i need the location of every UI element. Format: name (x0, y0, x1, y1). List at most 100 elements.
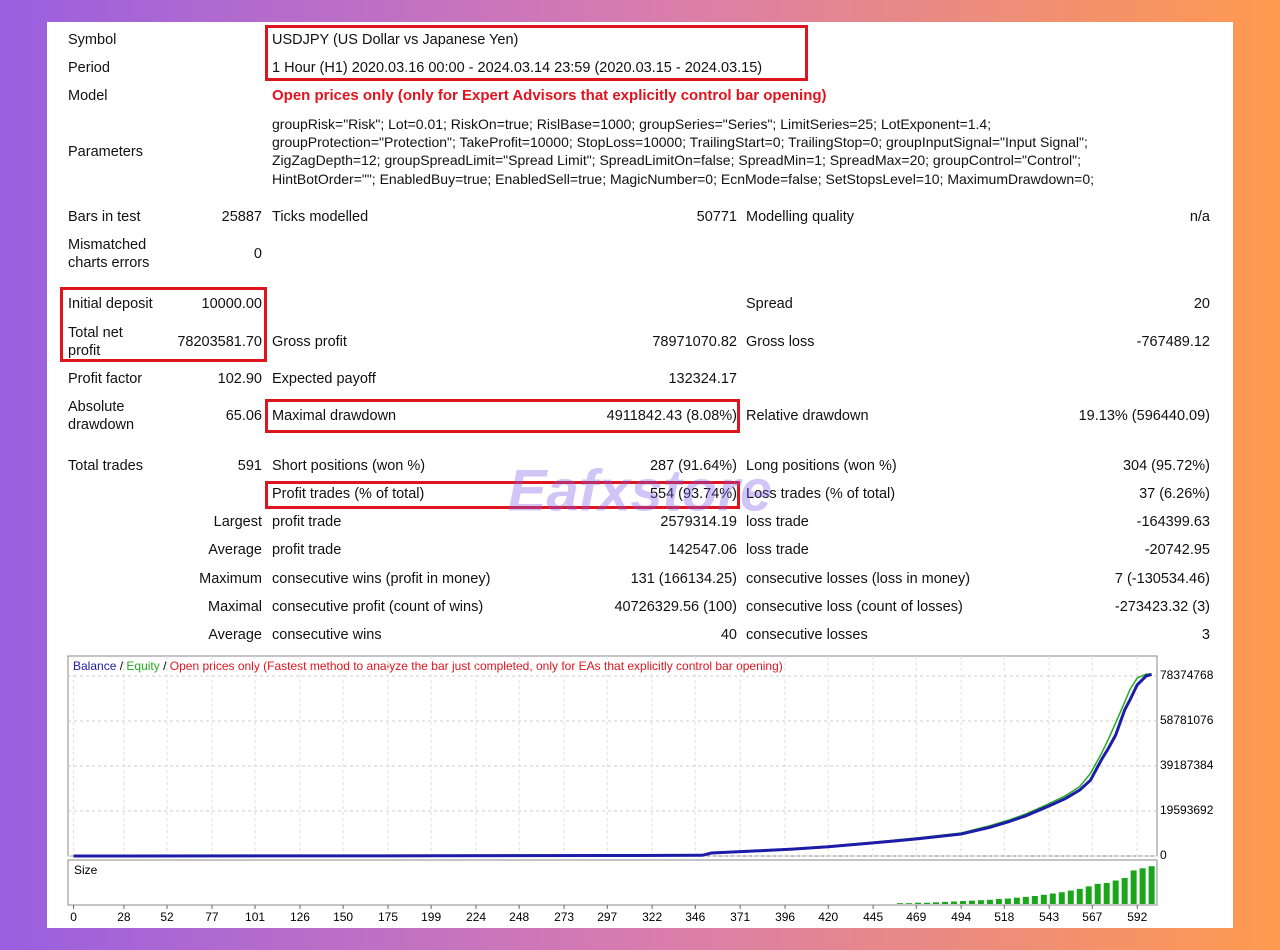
stat-label: profit trade (272, 542, 342, 558)
y-tick-label: 0 (1160, 848, 1167, 862)
stat-value: Maximal (208, 599, 262, 615)
x-tick-label: 77 (205, 910, 219, 924)
stat-label: Total net profit (68, 325, 123, 359)
stat-label: Ticks modelled (272, 209, 369, 225)
size-bar (1148, 866, 1155, 904)
y-tick-label: 39187384 (1160, 758, 1214, 772)
stat-label: consecutive losses (746, 627, 868, 643)
size-bar (1130, 870, 1137, 904)
x-tick-label: 518 (994, 910, 1014, 924)
stat-value: 50771 (696, 209, 737, 225)
info-value: Open prices only (only for Expert Adviso… (272, 87, 827, 104)
stat-value: -767489.12 (1136, 334, 1210, 350)
stat-value: Maximum (199, 571, 262, 587)
size-bar (1139, 868, 1146, 904)
x-tick-label: 273 (554, 910, 574, 924)
highlight-box (265, 25, 808, 81)
size-bar (950, 901, 957, 904)
x-tick-label: 396 (775, 910, 795, 924)
parameters-label: Parameters (68, 144, 143, 160)
stat-label: Profit trades (% of total) (272, 486, 425, 502)
size-bar (1031, 896, 1038, 904)
stat-value: 132324.17 (668, 371, 737, 387)
size-bar (1094, 883, 1101, 904)
stat-value: 0 (253, 246, 262, 262)
size-bar (959, 901, 966, 904)
size-bar (1004, 898, 1011, 904)
x-tick-label: 322 (642, 910, 662, 924)
stat-value: Average (208, 542, 262, 558)
size-bar (1112, 880, 1119, 904)
stat-value: 40 (720, 627, 737, 643)
legend-model: Open prices only (Fastest method to anal… (170, 659, 783, 673)
parameter-line: groupProtection="Protection"; TakeProfit… (272, 134, 1088, 150)
stat-label: Gross loss (746, 334, 815, 350)
size-bar (897, 903, 904, 904)
x-tick-label: 543 (1039, 910, 1059, 924)
stat-value: 78971070.82 (652, 334, 737, 350)
x-tick-label: 150 (333, 910, 353, 924)
stat-value: 591 (237, 458, 262, 474)
stat-value: -164399.63 (1136, 514, 1210, 530)
x-tick-label: 494 (951, 910, 971, 924)
x-tick-label: 248 (509, 910, 529, 924)
y-tick-label: 78374768 (1160, 668, 1214, 682)
x-tick-label: 592 (1127, 910, 1147, 924)
stat-label: Initial deposit (68, 296, 153, 312)
parameter-line: groupRisk="Risk"; Lot=0.01; RiskOn=true;… (272, 116, 992, 132)
size-bar (1121, 877, 1128, 904)
legend-balance: Balance (73, 659, 117, 673)
stat-label: loss trade (746, 514, 809, 530)
size-bar (1058, 892, 1065, 904)
stat-label: consecutive losses (loss in money) (746, 571, 971, 587)
stat-value: n/a (1189, 209, 1210, 225)
stat-label: Loss trades (% of total) (746, 486, 896, 502)
x-tick-label: 101 (245, 910, 265, 924)
stat-label: Total trades (68, 458, 143, 474)
x-tick-label: 371 (730, 910, 750, 924)
size-bar (968, 900, 975, 904)
stat-label: Mismatched charts errors (68, 237, 150, 271)
stat-value: 2579314.19 (660, 514, 737, 530)
x-tick-label: 199 (421, 910, 441, 924)
x-tick-label: 52 (160, 910, 174, 924)
stat-label: Profit factor (68, 371, 143, 387)
size-bar (933, 902, 940, 904)
stat-value: 78203581.70 (177, 334, 262, 350)
stat-value: -273423.32 (3) (1114, 599, 1210, 615)
stat-value: 19.13% (596440.09) (1078, 408, 1210, 424)
size-bar (906, 903, 913, 904)
x-tick-label: 567 (1082, 910, 1102, 924)
stat-label: consecutive loss (count of losses) (746, 599, 963, 615)
size-bar (995, 898, 1002, 904)
stat-value: 304 (95.72%) (1122, 458, 1210, 474)
stat-label: loss trade (746, 542, 809, 558)
info-label: Model (68, 88, 108, 104)
size-bar (1076, 888, 1083, 904)
legend-separator: / (163, 659, 167, 673)
legend-equity: Equity (126, 659, 159, 673)
stat-value: Average (208, 627, 262, 643)
size-bar (1040, 894, 1047, 904)
x-tick-label: 28 (117, 910, 131, 924)
info-value: USDJPY (US Dollar vs Japanese Yen) (272, 32, 519, 48)
legend: Balance / Equity / Open prices only (Fas… (73, 659, 783, 673)
report-panel (47, 22, 1233, 928)
size-bar (977, 900, 984, 904)
x-tick-label: 0 (70, 910, 77, 924)
stat-label: Bars in test (68, 209, 141, 225)
stat-label: consecutive wins (profit in money) (272, 571, 491, 587)
size-bar (915, 902, 922, 904)
stat-value: Largest (213, 514, 262, 530)
size-bar (1022, 896, 1029, 904)
stat-label: Absolute drawdown (68, 399, 135, 433)
stat-label: consecutive wins (272, 627, 382, 643)
highlight-box (60, 287, 267, 362)
x-tick-label: 420 (818, 910, 838, 924)
size-frame (67, 859, 1158, 906)
series-line (73, 673, 1152, 858)
x-tick-label: 126 (290, 910, 310, 924)
stat-value: 7 (-130534.46) (1114, 571, 1210, 587)
stat-value: 40726329.56 (100) (614, 599, 737, 615)
